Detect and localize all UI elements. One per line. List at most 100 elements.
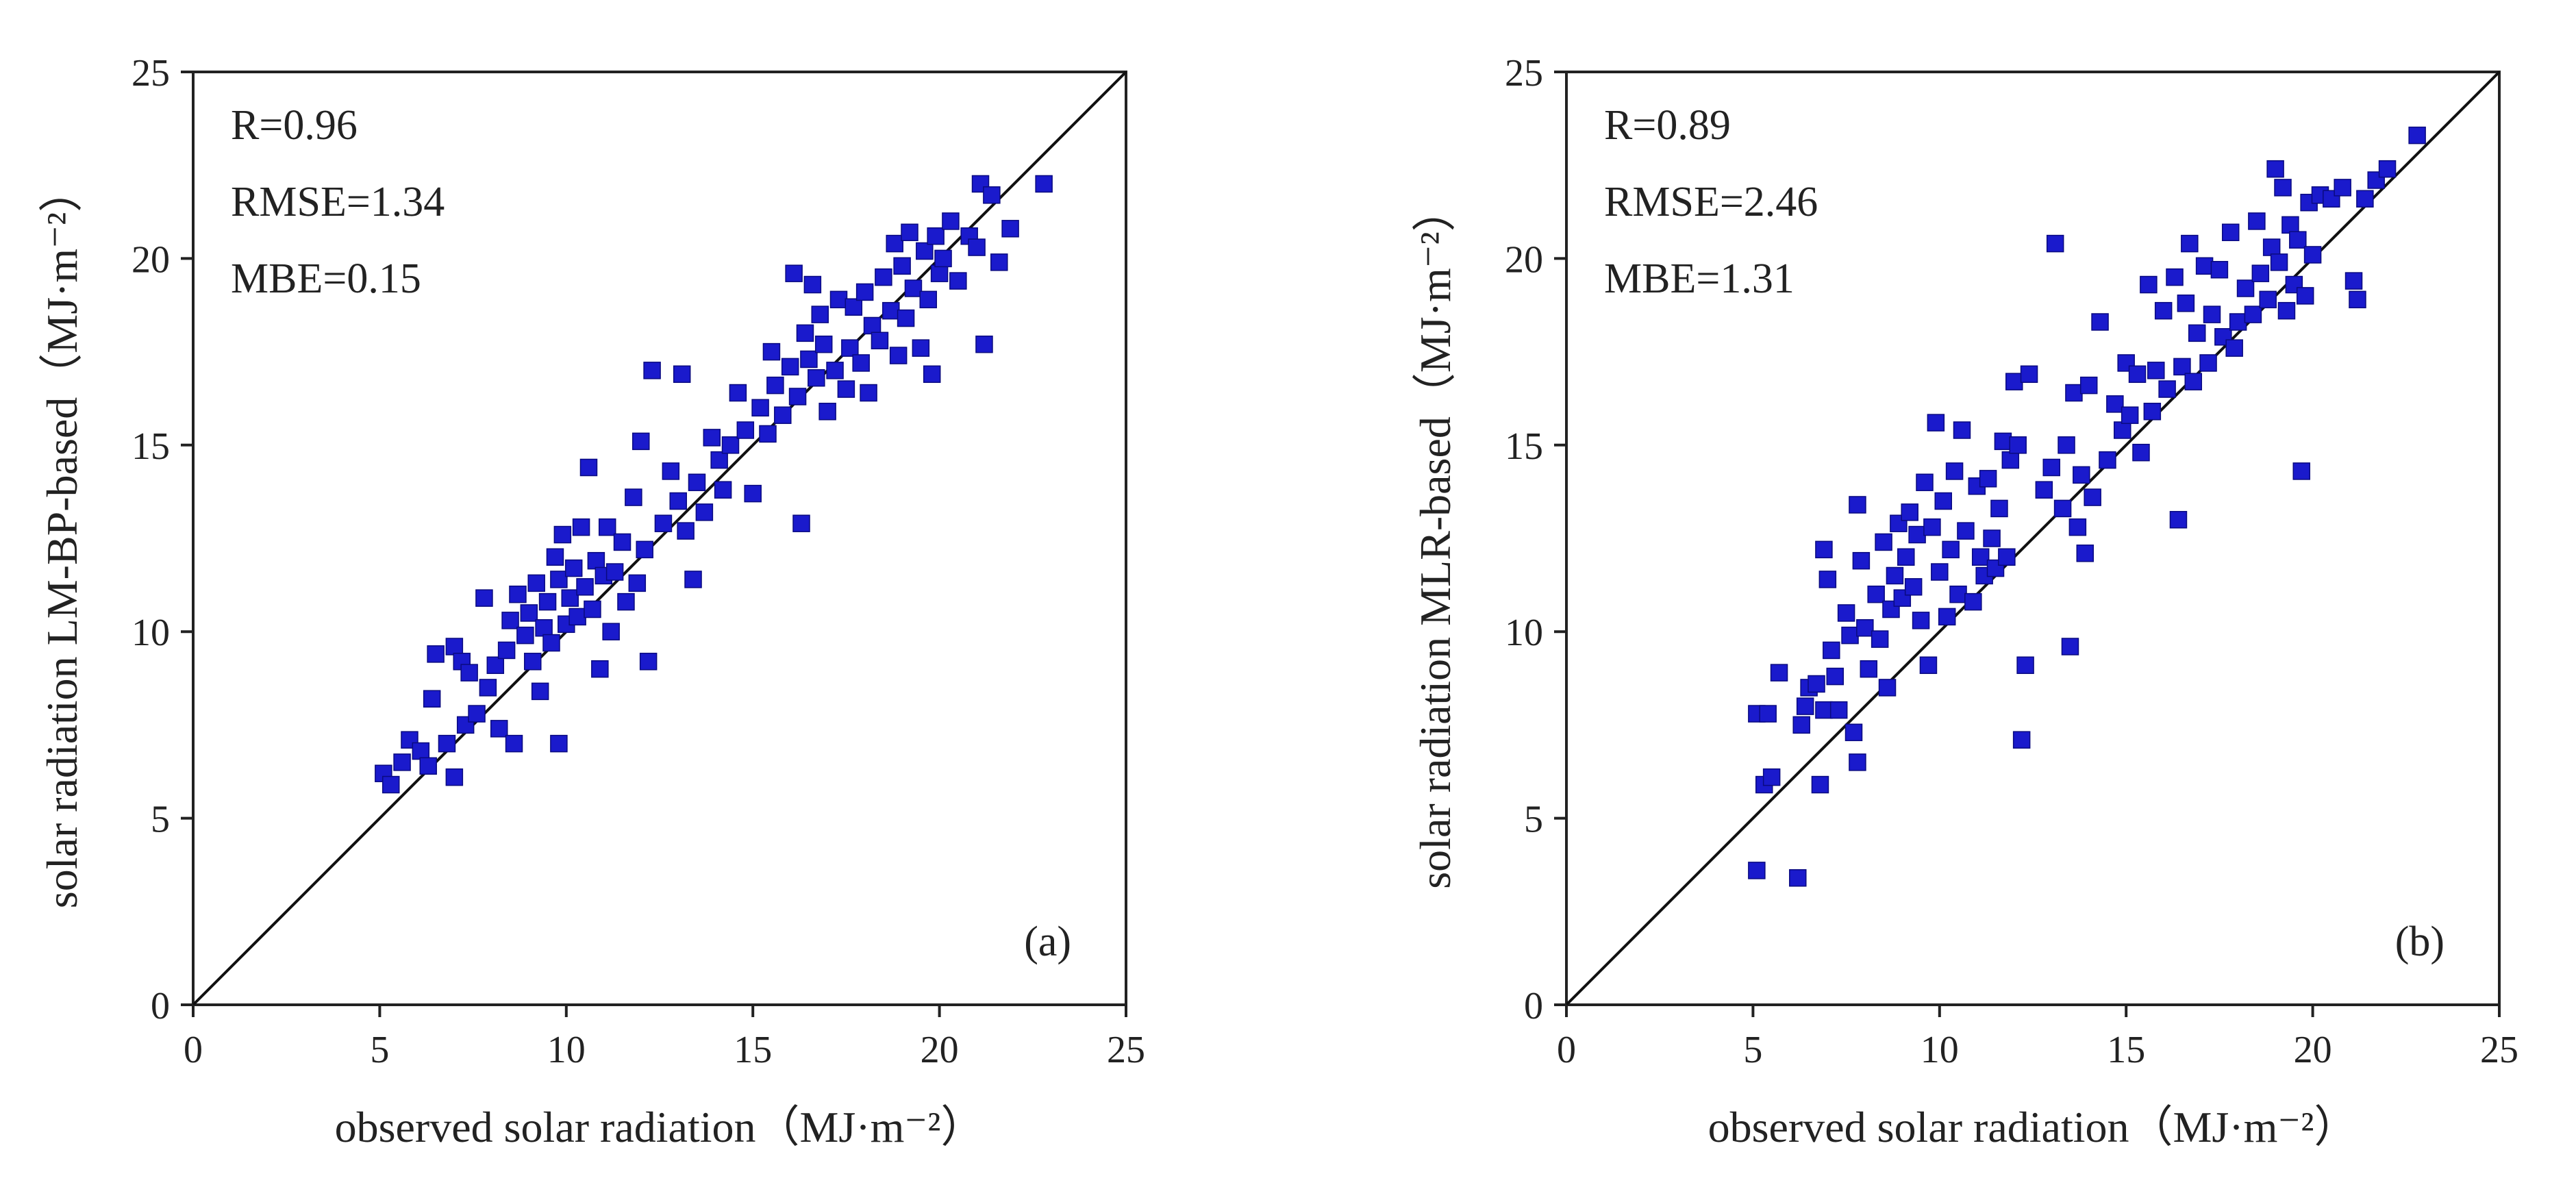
data-point <box>1826 667 1845 686</box>
data-point <box>662 462 680 480</box>
data-point <box>475 589 493 607</box>
data-point <box>808 368 825 387</box>
data-point <box>2042 458 2060 477</box>
stat-label: MBE=0.15 <box>231 255 421 302</box>
x-tick-label: 0 <box>184 1029 203 1071</box>
data-point <box>1897 548 1915 566</box>
data-point <box>2061 638 2079 655</box>
data-point <box>531 682 549 701</box>
data-point <box>2169 511 2188 529</box>
x-tick-label: 25 <box>1107 1029 1145 1071</box>
data-point <box>814 335 833 353</box>
data-point <box>2158 380 2176 398</box>
data-point <box>2334 179 2351 197</box>
x-tick-label: 10 <box>1921 1029 1959 1071</box>
data-point <box>542 634 560 652</box>
data-point <box>636 540 653 559</box>
y-tick-label: 25 <box>1505 52 1543 95</box>
plot-frame <box>192 71 1127 1006</box>
data-point <box>934 249 952 268</box>
data-point <box>2236 279 2255 297</box>
data-point <box>975 335 993 353</box>
data-point <box>2289 231 2307 249</box>
x-axis-label: observed solar radiation（MJ·m⁻²） <box>1708 1103 2358 1151</box>
data-point <box>505 734 523 753</box>
x-tick-label: 5 <box>370 1029 389 1071</box>
data-point <box>654 514 673 532</box>
y-tick-label: 20 <box>1505 238 1543 281</box>
data-point <box>855 283 874 301</box>
panel-label: (b) <box>2395 918 2444 965</box>
data-point <box>2221 223 2240 242</box>
data-point <box>1823 641 1840 660</box>
data-point <box>486 656 505 674</box>
data-point <box>2408 126 2426 145</box>
data-point <box>901 223 918 242</box>
data-point <box>923 365 941 384</box>
data-point <box>438 734 456 753</box>
y-tick-label: 5 <box>1524 799 1543 841</box>
data-point <box>382 775 400 794</box>
data-point <box>1875 533 1892 551</box>
data-point <box>2188 324 2206 342</box>
data-point <box>2114 421 2131 439</box>
data-point <box>2046 234 2064 253</box>
data-point <box>1871 630 1889 648</box>
data-point <box>520 604 538 622</box>
data-point <box>1849 496 1866 514</box>
data-point <box>1789 869 1807 887</box>
plot-frame <box>1565 71 2501 1006</box>
data-point <box>535 619 553 637</box>
data-point <box>1998 548 2016 566</box>
data-point <box>677 522 695 540</box>
data-point <box>1979 470 1997 488</box>
data-point <box>1964 592 1982 611</box>
y-axis-label: solar radiation MLR-based（MJ·m⁻²） <box>1411 188 1460 888</box>
x-tick-label: 25 <box>2480 1029 2518 1071</box>
data-point <box>1919 656 1938 674</box>
y-tick-label: 10 <box>132 612 170 654</box>
data-point <box>1759 705 1777 723</box>
data-point <box>538 592 557 611</box>
data-point <box>2132 443 2150 462</box>
data-point <box>714 481 732 499</box>
data-point <box>803 275 822 294</box>
data-point <box>419 757 437 775</box>
panel-a: 0 5 10 15 20 25 0 5 10 15 20 25 R=0.96 RMSE=1.34 MBE=0… <box>38 52 1145 1151</box>
data-point <box>2225 339 2243 357</box>
data-point <box>2296 287 2314 305</box>
data-point <box>2084 488 2101 506</box>
data-point <box>2344 272 2363 290</box>
data-point <box>916 242 934 260</box>
data-point <box>427 645 445 663</box>
data-point <box>1818 571 1837 588</box>
data-point <box>2143 403 2162 421</box>
data-point <box>2184 373 2203 390</box>
y-tick-label: 20 <box>132 238 170 281</box>
data-point <box>561 589 579 607</box>
data-point <box>983 186 1001 204</box>
data-point <box>2262 238 2281 256</box>
data-point <box>684 571 702 588</box>
data-point <box>591 660 609 678</box>
data-point <box>2303 246 2322 264</box>
data-point <box>2009 436 2027 454</box>
data-point <box>1878 679 1897 697</box>
data-point <box>460 664 478 682</box>
data-point <box>904 279 923 297</box>
data-point <box>845 298 863 316</box>
data-point <box>2166 268 2184 286</box>
data-point <box>2323 190 2340 208</box>
data-point <box>445 638 464 655</box>
data-point <box>811 305 829 323</box>
data-point <box>1886 566 1904 585</box>
data-point <box>2091 313 2109 331</box>
data-point <box>1904 578 1923 596</box>
data-point <box>1849 753 1866 771</box>
data-point <box>568 608 586 626</box>
data-point <box>2203 305 2221 323</box>
data-point <box>2121 406 2139 424</box>
x-tick-label: 0 <box>1557 1029 1576 1071</box>
data-point <box>490 720 508 738</box>
